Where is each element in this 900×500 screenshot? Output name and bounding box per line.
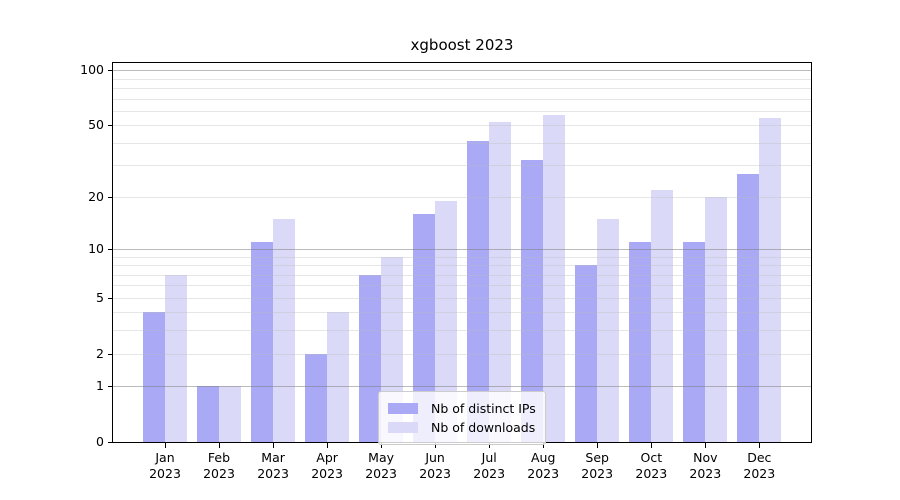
x-tick-mark: [165, 443, 166, 448]
bar-distinct-ips-mar: [251, 241, 274, 442]
y-tick-mark: [108, 70, 113, 72]
y-tick-label-50: 50: [88, 117, 104, 133]
y-tick-label-5: 5: [96, 289, 104, 305]
y-tick-label-20: 20: [88, 188, 104, 204]
x-tick-mark: [651, 443, 653, 448]
x-tick-mark: [273, 443, 275, 448]
y-tick-mark: [108, 196, 113, 198]
x-tick-label-jan: Jan 2023: [149, 450, 181, 481]
chart-title: xgboost 2023: [410, 36, 514, 54]
bar-distinct-ips-apr: [305, 353, 328, 442]
y-tick-mark: [108, 442, 113, 443]
y-tick-mark: [108, 353, 113, 355]
bar-distinct-ips-may: [359, 274, 382, 442]
bar-distinct-ips-sep: [575, 265, 598, 442]
spine-left: [112, 62, 113, 443]
bar-downloads-jan: [165, 274, 187, 442]
x-tick-label-dec: Dec 2023: [743, 450, 776, 481]
y-tick-mark: [108, 386, 113, 388]
legend-swatch-downloads-icon: [388, 422, 418, 433]
bar-distinct-ips-oct: [629, 241, 652, 442]
bar-downloads-aug: [543, 115, 566, 442]
x-tick-mark: [435, 443, 437, 448]
bar-distinct-ips-jul: [467, 141, 490, 442]
bar-distinct-ips-aug: [521, 160, 544, 442]
y-tick-label-1: 1: [96, 378, 104, 394]
bar-distinct-ips-nov: [683, 241, 706, 442]
bar-downloads-oct: [651, 189, 674, 442]
x-tick-label-may: May 2023: [365, 450, 397, 481]
bar-downloads-jun: [435, 200, 458, 442]
x-tick-mark: [489, 443, 491, 448]
y-tick-label-100: 100: [80, 62, 104, 78]
bar-downloads-nov: [705, 196, 728, 442]
legend: Nb of distinct IPs Nb of downloads: [378, 391, 546, 445]
x-tick-label-mar: Mar 2023: [257, 450, 289, 481]
bar-downloads-apr: [327, 312, 350, 442]
bar-downloads-jul: [489, 122, 512, 442]
bar-distinct-ips-dec: [737, 173, 760, 442]
x-tick-label-jul: Jul 2023: [473, 450, 506, 481]
y-tick-mark: [108, 297, 113, 299]
x-tick-label-aug: Aug 2023: [527, 450, 560, 481]
bar-downloads-mar: [273, 218, 296, 442]
spine-right: [811, 62, 812, 443]
x-tick-mark: [543, 443, 545, 448]
x-tick-mark: [381, 443, 383, 448]
bar-distinct-ips-jun: [413, 213, 436, 442]
y-tick-mark: [108, 125, 113, 127]
legend-item-downloads: Nb of downloads: [388, 419, 536, 436]
x-tick-mark: [705, 443, 707, 448]
x-tick-mark: [597, 443, 599, 448]
bar-downloads-dec: [759, 117, 782, 442]
x-tick-mark: [759, 443, 761, 448]
legend-label-distinct-ips: Nb of distinct IPs: [431, 401, 536, 416]
legend-label-downloads: Nb of downloads: [431, 420, 536, 435]
bar-downloads-sep: [597, 218, 620, 442]
x-tick-label-apr: Apr 2023: [311, 450, 343, 481]
legend-item-distinct-ips: Nb of distinct IPs: [388, 400, 536, 417]
x-tick-label-feb: Feb 2023: [203, 450, 235, 481]
y-tick-mark: [108, 248, 113, 250]
x-tick-label-jun: Jun 2023: [419, 450, 451, 481]
x-tick-label-sep: Sep 2023: [581, 450, 614, 481]
spine-top: [112, 62, 812, 63]
bar-downloads-feb: [219, 386, 242, 442]
y-tick-label-0: 0: [96, 434, 104, 449]
bar-distinct-ips-feb: [197, 386, 220, 442]
bars-layer: [113, 62, 811, 442]
legend-swatch-distinct-ips-icon: [388, 403, 418, 414]
x-tick-mark: [327, 443, 329, 448]
x-tick-label-nov: Nov 2023: [689, 450, 722, 481]
y-tick-label-2: 2: [96, 345, 104, 361]
y-tick-label-10: 10: [88, 240, 104, 256]
plot-area: Nb of distinct IPs Nb of downloads: [113, 62, 811, 445]
x-tick-label-oct: Oct 2023: [635, 450, 668, 481]
x-tick-mark: [219, 443, 220, 448]
bar-distinct-ips-jan: [143, 312, 165, 442]
